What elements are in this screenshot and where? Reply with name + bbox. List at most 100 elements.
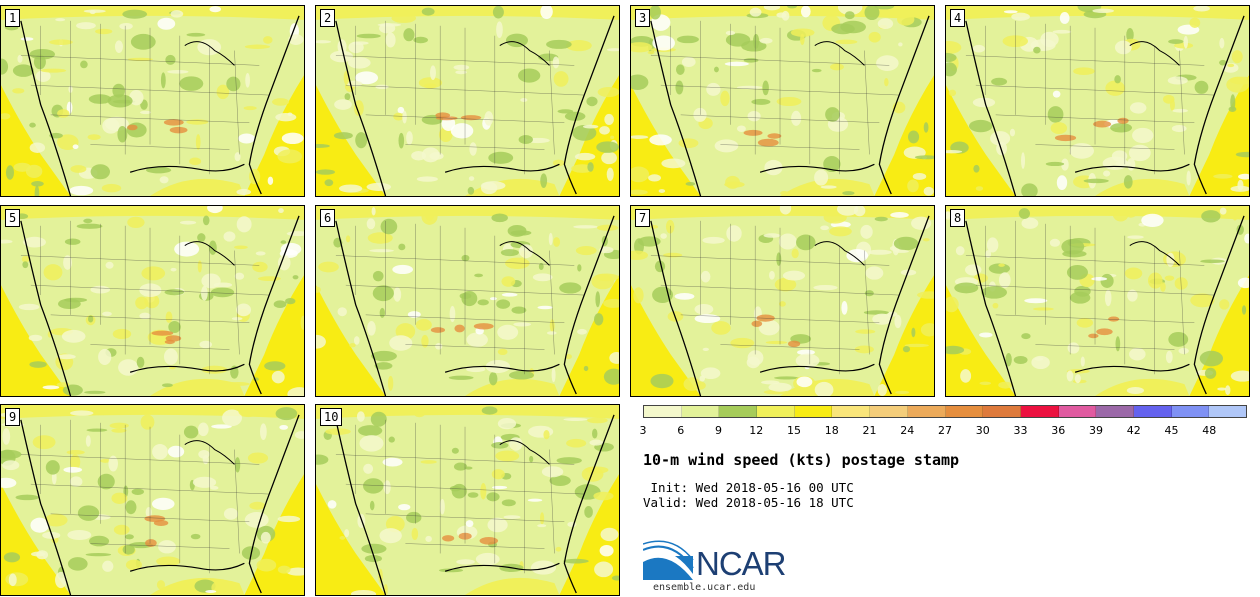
wind-patch bbox=[998, 272, 1011, 288]
wind-patch bbox=[592, 428, 598, 439]
wind-patch bbox=[726, 225, 742, 242]
wind-patch bbox=[776, 96, 802, 107]
wind-patch bbox=[877, 383, 887, 396]
atlantic-ocean-field bbox=[1189, 275, 1249, 396]
state-boundary bbox=[90, 543, 230, 549]
wind-patch bbox=[236, 216, 252, 233]
wind-patch bbox=[87, 134, 101, 140]
wind-patch bbox=[23, 236, 46, 248]
wind-patch bbox=[179, 76, 204, 91]
wind-patch bbox=[1232, 209, 1238, 221]
wind-patch bbox=[57, 109, 70, 118]
wind-patch bbox=[474, 273, 484, 278]
wind-patch bbox=[263, 36, 273, 44]
wind-patch bbox=[601, 151, 617, 165]
wind-patch bbox=[139, 312, 151, 320]
wind-patch bbox=[453, 64, 470, 71]
wind-patch bbox=[236, 303, 252, 317]
state-boundary bbox=[650, 255, 890, 266]
wind-patch bbox=[681, 56, 696, 67]
wind-patch bbox=[546, 39, 572, 49]
wind-patch bbox=[555, 546, 562, 552]
wind-patch bbox=[389, 335, 413, 351]
field-base bbox=[946, 6, 1249, 196]
wind-patch bbox=[610, 135, 615, 140]
wind-patch bbox=[1089, 206, 1109, 213]
wind-patch bbox=[1123, 175, 1133, 189]
wind-patch bbox=[1219, 59, 1227, 66]
wind-patch bbox=[743, 58, 759, 63]
wind-patch bbox=[430, 65, 436, 81]
gulf-field bbox=[150, 178, 245, 196]
wind-patch bbox=[350, 590, 377, 595]
wind-patch bbox=[186, 119, 209, 125]
wind-patch bbox=[575, 245, 597, 256]
wind-patch bbox=[890, 212, 909, 218]
wind-patch bbox=[749, 7, 762, 17]
wind-patch bbox=[49, 39, 73, 45]
state-boundary bbox=[975, 284, 1215, 296]
gulf-field bbox=[150, 378, 245, 396]
wind-patch bbox=[192, 476, 217, 488]
wind-patch bbox=[649, 134, 672, 146]
wind-patch bbox=[127, 216, 145, 228]
wind-patch bbox=[277, 515, 301, 523]
wind-patch bbox=[139, 110, 152, 115]
colorbar-tick-label: 36 bbox=[1051, 424, 1066, 437]
wind-patch bbox=[488, 372, 498, 386]
wind-patch bbox=[551, 367, 556, 383]
wind-patch bbox=[124, 534, 134, 540]
gulf-field bbox=[465, 577, 560, 595]
postage-stamp-panel-1: 1 bbox=[0, 5, 305, 197]
wind-patch bbox=[720, 90, 730, 107]
wind-hotspot bbox=[1117, 117, 1129, 124]
wind-patch bbox=[507, 225, 527, 237]
great-lakes-outline bbox=[1129, 241, 1180, 266]
wind-patch bbox=[278, 255, 291, 271]
wind-hotspot bbox=[1054, 134, 1077, 142]
wind-patch bbox=[420, 460, 437, 464]
colorbar-segment bbox=[757, 406, 795, 417]
wind-patch bbox=[990, 131, 1011, 146]
wind-patch bbox=[1052, 90, 1061, 98]
wind-patch bbox=[1069, 143, 1094, 159]
wind-patch bbox=[140, 414, 155, 430]
colorbar-segment bbox=[1209, 406, 1246, 417]
wind-patch bbox=[548, 232, 553, 246]
wind-patch bbox=[600, 527, 619, 542]
pacific-ocean-field bbox=[946, 285, 1016, 396]
wind-patch bbox=[316, 40, 331, 44]
wind-patch bbox=[911, 327, 916, 338]
pacific-ocean-field bbox=[316, 484, 386, 595]
great-lakes-outline bbox=[184, 241, 235, 266]
wind-patch bbox=[988, 263, 1011, 274]
wind-hotspot bbox=[757, 138, 779, 147]
wind-patch bbox=[348, 41, 364, 54]
wind-patch bbox=[197, 233, 206, 242]
wind-patch bbox=[72, 144, 79, 149]
postage-stamp-panel-4: 4 bbox=[945, 5, 1250, 197]
wind-patch bbox=[113, 524, 130, 535]
wind-patch bbox=[1165, 350, 1173, 364]
wind-patch bbox=[300, 315, 304, 330]
wind-patch bbox=[280, 240, 287, 244]
map-panel-3 bbox=[631, 6, 934, 196]
wind-patch bbox=[63, 466, 83, 473]
wind-patch bbox=[403, 28, 415, 42]
wind-patch bbox=[353, 336, 360, 345]
wind-patch bbox=[911, 216, 932, 230]
wind-patch bbox=[1164, 275, 1175, 281]
wind-patch bbox=[587, 162, 594, 172]
wind-patch bbox=[1178, 347, 1189, 355]
colorbar-segment bbox=[1020, 406, 1059, 417]
wind-patch bbox=[831, 23, 855, 35]
wind-patch bbox=[877, 18, 894, 30]
state-boundary bbox=[365, 114, 565, 124]
wind-patch bbox=[347, 57, 371, 69]
wind-patch bbox=[714, 66, 719, 73]
wind-patch bbox=[946, 345, 965, 355]
wind-patch bbox=[685, 181, 696, 186]
wind-patch bbox=[318, 261, 339, 273]
wind-patch bbox=[22, 261, 29, 269]
wind-patch bbox=[609, 352, 619, 364]
